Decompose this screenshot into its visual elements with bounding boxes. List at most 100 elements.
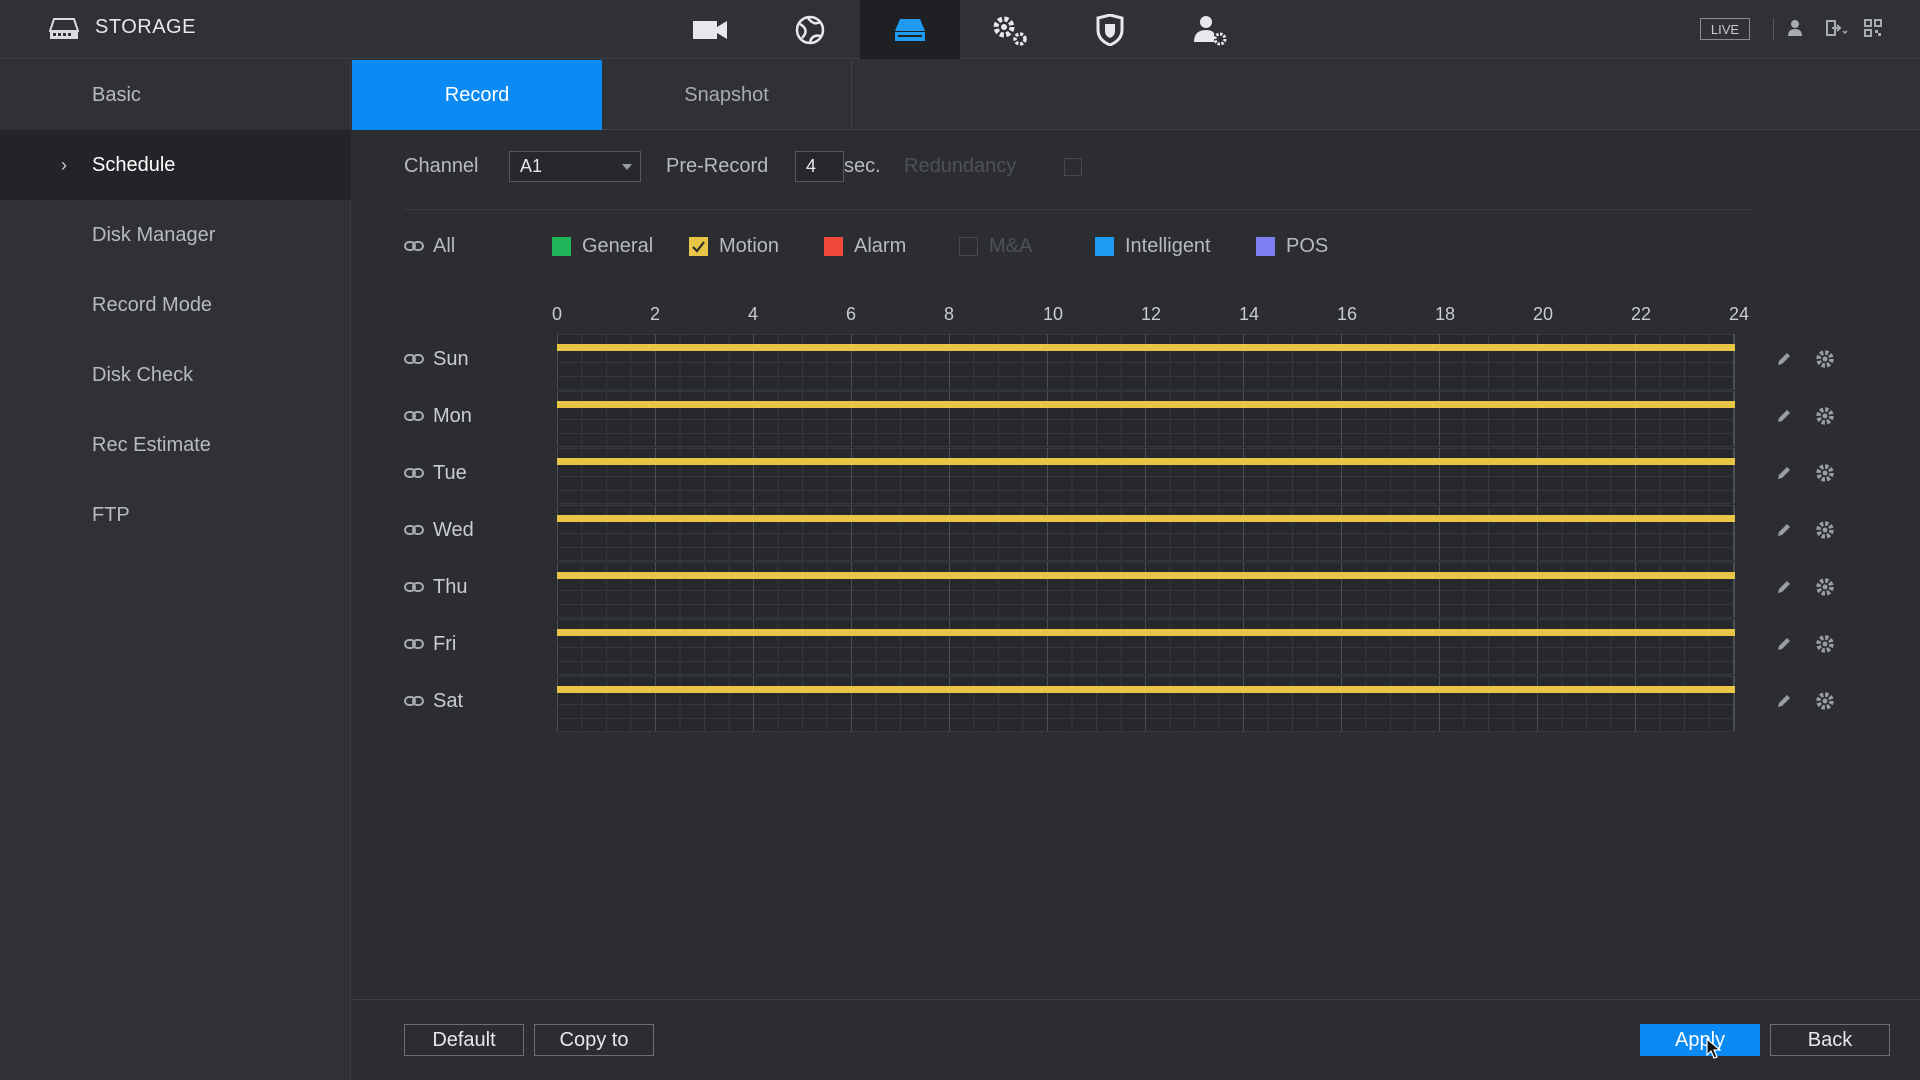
legend-general[interactable]: General	[552, 233, 653, 259]
copy-to-button[interactable]: Copy to	[534, 1024, 654, 1056]
edit-pencil-icon[interactable]	[1775, 692, 1793, 715]
day-link-toggle[interactable]: Fri	[404, 633, 456, 656]
pre-record-label: Pre-Record	[666, 155, 769, 177]
logout-icon[interactable]	[1825, 19, 1849, 42]
default-button[interactable]: Default	[404, 1024, 524, 1056]
link-icon	[404, 519, 424, 542]
day-link-toggle[interactable]: Wed	[404, 519, 474, 542]
gear-icon[interactable]	[1815, 577, 1835, 602]
record-period-bar[interactable]	[557, 458, 1735, 465]
intelligent-swatch	[1095, 236, 1114, 256]
record-period-bar[interactable]	[557, 401, 1735, 408]
redundancy-checkbox[interactable]	[1064, 158, 1082, 176]
sidebar-item-disk-manager[interactable]: Disk Manager	[0, 200, 351, 270]
edit-pencil-icon[interactable]	[1775, 350, 1793, 373]
account-icon[interactable]	[1160, 0, 1260, 59]
day-link-toggle[interactable]: Sun	[404, 348, 469, 371]
hour-label: 20	[1532, 304, 1554, 324]
gear-icon[interactable]	[1815, 520, 1835, 545]
gear-icon[interactable]	[1815, 406, 1835, 431]
day-link-toggle[interactable]: Mon	[404, 405, 472, 428]
sidebar-item-disk-check[interactable]: Disk Check	[0, 340, 351, 410]
alarm-swatch	[824, 236, 843, 256]
day-label: Wed	[433, 519, 474, 541]
schedule-row-sun: Sun	[404, 334, 1854, 390]
day-timeline[interactable]	[557, 619, 1735, 675]
day-link-toggle[interactable]: Sat	[404, 690, 463, 713]
record-period-bar[interactable]	[557, 572, 1735, 579]
link-icon	[404, 348, 424, 371]
day-label: Mon	[433, 405, 472, 427]
legend-label: Intelligent	[1125, 234, 1211, 257]
day-timeline[interactable]	[557, 505, 1735, 561]
redundancy-label: Redundancy	[904, 155, 1017, 177]
sidebar-item-rec-estimate[interactable]: Rec Estimate	[0, 410, 351, 480]
hour-label: 8	[943, 304, 955, 324]
live-view-button[interactable]: LIVE	[1700, 18, 1750, 40]
legend-motion-and-alarm[interactable]: M&A	[959, 233, 1032, 259]
tab-snapshot[interactable]: Snapshot	[602, 60, 852, 130]
link-icon	[404, 462, 424, 485]
link-icon	[404, 235, 424, 258]
network-icon[interactable]	[760, 0, 860, 59]
pos-swatch	[1256, 236, 1275, 256]
sidebar-item-label: FTP	[92, 503, 130, 526]
security-shield-icon[interactable]	[1060, 0, 1160, 59]
sidebar-item-record-mode[interactable]: Record Mode	[0, 270, 351, 340]
general-swatch	[552, 236, 571, 256]
gear-icon[interactable]	[1815, 634, 1835, 659]
record-period-bar[interactable]	[557, 629, 1735, 636]
day-timeline[interactable]	[557, 562, 1735, 618]
sidebar-item-ftp[interactable]: FTP	[0, 480, 351, 550]
gear-icon[interactable]	[1815, 691, 1835, 716]
record-period-bar[interactable]	[557, 344, 1735, 351]
record-period-bar[interactable]	[557, 686, 1735, 693]
schedule-row-mon: Mon	[404, 391, 1854, 447]
legend-motion[interactable]: Motion	[689, 233, 779, 259]
edit-pencil-icon[interactable]	[1775, 635, 1793, 658]
channel-select[interactable]: A1	[509, 151, 641, 182]
gear-icon[interactable]	[1815, 349, 1835, 374]
day-link-toggle[interactable]: Tue	[404, 462, 467, 485]
record-period-bar[interactable]	[557, 515, 1735, 522]
channel-label: Channel	[404, 155, 479, 177]
day-link-toggle[interactable]: Thu	[404, 576, 467, 599]
system-settings-icon[interactable]	[960, 0, 1060, 59]
day-label: Sat	[433, 690, 464, 712]
link-all-toggle[interactable]: All	[404, 233, 455, 259]
qr-code-icon[interactable]	[1864, 19, 1882, 42]
chevron-down-icon	[622, 164, 632, 170]
schedule-row-fri: Fri	[404, 619, 1854, 675]
edit-pencil-icon[interactable]	[1775, 407, 1793, 430]
edit-pencil-icon[interactable]	[1775, 521, 1793, 544]
schedule-row-sat: Sat	[404, 676, 1854, 732]
gear-icon[interactable]	[1815, 463, 1835, 488]
legend-alarm[interactable]: Alarm	[824, 233, 906, 259]
storage-icon[interactable]	[860, 0, 960, 59]
tab-record[interactable]: Record	[352, 60, 602, 130]
sidebar-item-label: Basic	[92, 83, 141, 106]
day-timeline[interactable]	[557, 334, 1735, 390]
user-icon[interactable]	[1787, 19, 1803, 42]
sidebar-item-basic[interactable]: Basic	[0, 60, 351, 130]
sidebar: Basic › Schedule Disk Manager Record Mode…	[0, 60, 351, 1080]
back-button[interactable]: Back	[1770, 1024, 1890, 1056]
day-label: Sun	[433, 348, 469, 370]
legend-pos[interactable]: POS	[1256, 233, 1328, 259]
day-timeline[interactable]	[557, 391, 1735, 447]
top-bar: STORAGE LIVE	[0, 0, 1920, 59]
legend-label: M&A	[989, 234, 1033, 257]
pre-record-input[interactable]: 4	[795, 151, 844, 182]
apply-button[interactable]: Apply	[1640, 1024, 1760, 1056]
sidebar-item-label: Disk Manager	[92, 223, 216, 246]
legend-intelligent[interactable]: Intelligent	[1095, 233, 1211, 259]
camera-icon[interactable]	[660, 0, 760, 59]
day-timeline[interactable]	[557, 448, 1735, 504]
edit-pencil-icon[interactable]	[1775, 464, 1793, 487]
legend-label: General	[582, 234, 654, 257]
schedule-row-thu: Thu	[404, 562, 1854, 618]
day-timeline[interactable]	[557, 676, 1735, 732]
chevron-right-icon: ›	[61, 154, 67, 175]
edit-pencil-icon[interactable]	[1775, 578, 1793, 601]
sidebar-item-schedule[interactable]: › Schedule	[0, 130, 351, 200]
